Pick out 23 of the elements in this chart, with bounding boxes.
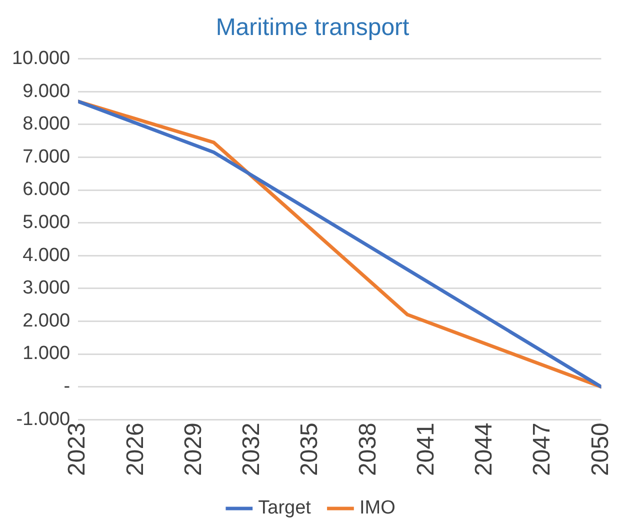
- x-tick-label: 2050: [586, 422, 614, 476]
- x-tick-label: 2035: [296, 422, 324, 476]
- y-tick-label: 1.000: [22, 343, 70, 364]
- chart-title: Maritime transport: [216, 14, 410, 42]
- y-tick-label: 5.000: [22, 212, 70, 234]
- x-tick-label: 2029: [180, 422, 207, 476]
- y-tick-label: -: [64, 376, 70, 398]
- y-tick-label: 6.000: [22, 179, 70, 200]
- y-tick-label: 2.000: [22, 310, 70, 332]
- y-tick-label: 8.000: [22, 114, 70, 135]
- legend-label: Target: [258, 498, 312, 519]
- x-tick-label: 2032: [238, 422, 266, 476]
- x-tick-label: 2047: [528, 422, 556, 476]
- x-tick-label: 2041: [412, 422, 440, 476]
- y-tick-label: 7.000: [22, 146, 70, 168]
- x-tick-label: 2026: [122, 422, 149, 476]
- y-tick-label: 10.000: [12, 48, 70, 70]
- x-tick-label: 2038: [354, 422, 382, 476]
- legend-label: IMO: [359, 498, 396, 519]
- y-tick-label: 4.000: [22, 244, 70, 266]
- x-tick-label: 2044: [470, 422, 498, 476]
- y-tick-label: 9.000: [22, 80, 70, 102]
- y-tick-label: 3.000: [22, 278, 70, 299]
